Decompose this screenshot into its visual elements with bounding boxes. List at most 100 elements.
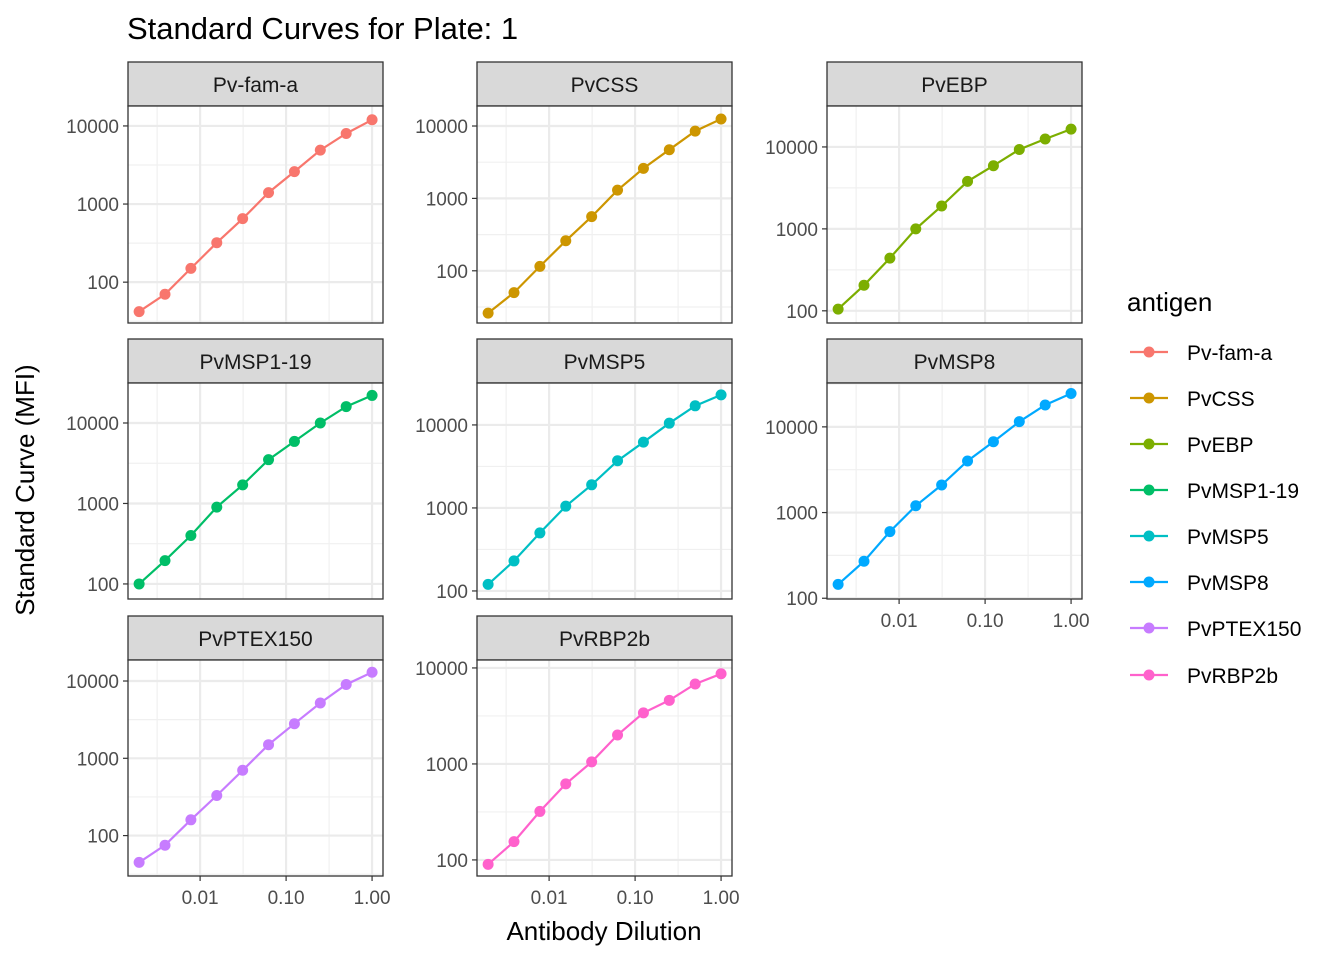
data-point: [534, 805, 546, 817]
legend-item-Pv-fam-a: Pv-fam-a: [1130, 342, 1273, 365]
data-point: [663, 144, 675, 156]
legend-label: PvCSS: [1187, 388, 1255, 411]
data-point: [612, 455, 624, 467]
y-tick-label: 100: [87, 827, 119, 848]
facet-strip-label: PvPTEX150: [198, 628, 312, 651]
data-point: [962, 175, 974, 187]
data-point: [612, 729, 624, 741]
data-point: [482, 858, 494, 870]
panel-background: [477, 660, 732, 876]
data-point: [1065, 388, 1077, 400]
data-point: [288, 166, 300, 178]
data-point: [211, 501, 223, 513]
data-point: [211, 790, 223, 802]
y-tick-label: 1000: [426, 499, 468, 520]
x-tick-label: 0.01: [881, 611, 918, 632]
y-tick-label: 10000: [415, 117, 468, 138]
y-tick-label: 100: [436, 582, 468, 603]
data-point: [288, 718, 300, 730]
data-point: [858, 555, 870, 567]
x-tick-label: 1.00: [354, 888, 391, 909]
data-point: [689, 400, 701, 412]
data-point: [715, 668, 727, 680]
data-point: [910, 500, 922, 512]
data-point: [263, 187, 275, 199]
panel-border: [127, 659, 384, 877]
legend-label: PvEBP: [1187, 434, 1254, 457]
legend-item-PvMSP1-19: PvMSP1-19: [1130, 480, 1299, 503]
facet-PvMSP1-19: PvMSP1-19 100 1000 10000: [66, 338, 384, 600]
y-tick-label: 10000: [415, 416, 468, 437]
panel-background: [477, 383, 732, 599]
data-point: [508, 555, 520, 567]
data-point: [715, 389, 727, 401]
legend-key-point: [1143, 530, 1155, 542]
curve-line-PvRBP2b: [487, 672, 722, 866]
y-tick-label: 1000: [77, 195, 119, 216]
data-point: [832, 303, 844, 315]
data-point: [288, 435, 300, 447]
data-point: [366, 114, 378, 126]
y-tick-label: 100: [87, 273, 119, 294]
data-point: [237, 764, 249, 776]
data-point: [1013, 416, 1025, 428]
data-point: [858, 279, 870, 291]
facet-PvMSP8: PvMSP8 100 1000 10000 0.01 0.10 1.00: [765, 338, 1090, 632]
data-point: [663, 694, 675, 706]
panel-background: [128, 106, 383, 323]
y-tick-label: 10000: [66, 414, 119, 435]
legend-label: PvMSP1-19: [1187, 480, 1299, 503]
y-tick-label: 1000: [776, 220, 818, 241]
legend-key-point: [1143, 669, 1155, 681]
x-tick-label: 0.10: [967, 611, 1004, 632]
y-tick-label: 100: [436, 851, 468, 872]
y-tick-label: 10000: [765, 418, 818, 439]
legend-label: Pv-fam-a: [1187, 342, 1273, 365]
data-point: [263, 739, 275, 751]
data-point: [185, 262, 197, 274]
data-point: [962, 455, 974, 467]
data-point: [1013, 144, 1025, 156]
y-tick-label: 1000: [426, 189, 468, 210]
data-point: [133, 578, 145, 590]
data-point: [340, 679, 352, 691]
facet-PvEBP: PvEBP 100 1000 10000: [765, 61, 1083, 324]
curve-line-PvMSP8: [837, 392, 1072, 586]
data-point: [689, 125, 701, 137]
panel-border: [476, 105, 733, 324]
data-point: [663, 417, 675, 429]
data-point: [340, 401, 352, 413]
panel-background: [827, 383, 1082, 599]
data-point: [211, 237, 223, 249]
data-point: [482, 307, 494, 319]
x-tick-label: 0.10: [268, 888, 305, 909]
legend-item-PvCSS: PvCSS: [1130, 388, 1255, 411]
data-point: [508, 836, 520, 848]
facet-PvCSS: PvCSS 100 1000 10000: [415, 61, 733, 324]
data-point: [612, 184, 624, 196]
data-point: [689, 678, 701, 690]
data-point: [534, 527, 546, 539]
facet-strip-label: PvCSS: [571, 74, 639, 97]
data-point: [314, 417, 326, 429]
data-point: [715, 113, 727, 125]
data-point: [133, 306, 145, 318]
data-point: [586, 211, 598, 223]
panel-border: [476, 659, 733, 877]
data-point: [884, 526, 896, 538]
data-point: [366, 666, 378, 678]
y-tick-label: 10000: [765, 138, 818, 159]
data-point: [884, 252, 896, 264]
facet-strip: [476, 615, 733, 661]
legend-title: antigen: [1127, 287, 1212, 317]
facet-strip-label: PvMSP5: [564, 351, 646, 374]
legend-key-point: [1143, 392, 1155, 404]
data-point: [237, 213, 249, 225]
y-tick-label: 100: [786, 302, 818, 323]
data-point: [586, 479, 598, 491]
legend-item-PvEBP: PvEBP: [1130, 434, 1254, 457]
legend-key-point: [1143, 438, 1155, 450]
legend-item-PvPTEX150: PvPTEX150: [1130, 618, 1301, 641]
legend: antigen Pv-fam-a PvCSS PvEBP PvMSP1-19 PvMSP…: [1127, 287, 1301, 688]
panel-border: [476, 382, 733, 600]
